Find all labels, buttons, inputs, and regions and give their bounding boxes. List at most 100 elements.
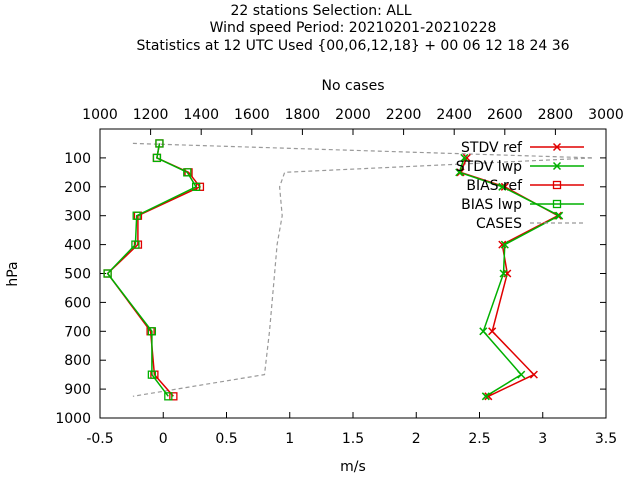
- chart-title: 22 stations Selection: ALL Wind speed Pe…: [136, 3, 569, 54]
- data-point-stdv-lwp-stroke: [499, 269, 508, 278]
- y-tick-label: 600: [64, 295, 91, 311]
- data-point-stdv-lwp: [455, 168, 464, 177]
- x2-tick-label: 2800: [538, 107, 574, 123]
- data-point-stdv-ref: [488, 327, 497, 336]
- series-line-bias-lwp: [106, 143, 198, 397]
- y-tick-label: 500: [64, 267, 91, 283]
- x2-tick-label: 2000: [335, 107, 371, 123]
- data-point-stdv-lwp-stroke: [555, 211, 564, 220]
- x-tick-label: 0.5: [215, 431, 237, 447]
- y-axis-label: hPa: [5, 261, 21, 286]
- series-layer: [103, 139, 594, 401]
- legend-label: BIAS lwp: [461, 197, 522, 213]
- series-line-cases: [132, 142, 594, 397]
- data-point-bias-lwp: [152, 153, 162, 163]
- x-tick-label: 2: [412, 431, 421, 447]
- x-axis-label: m/s: [340, 459, 366, 475]
- data-point-stdv-lwp-stroke: [498, 182, 507, 191]
- data-point-bias-lwp: [103, 269, 112, 278]
- title-line-1: 22 stations Selection: ALL: [230, 3, 411, 19]
- data-point-stdv-ref-stroke: [529, 370, 538, 379]
- plot-frame: [99, 128, 607, 419]
- y-tick-label: 300: [64, 209, 91, 225]
- x-tick-label: 3.5: [595, 431, 617, 447]
- y-tick-label: 400: [64, 238, 91, 254]
- data-point-stdv-lwp-stroke: [517, 370, 526, 379]
- title-line-3: Statistics at 12 UTC Used {00,06,12,18} …: [136, 38, 569, 54]
- x2-tick-label: 1200: [133, 107, 169, 123]
- x2-tick-label: 1800: [285, 107, 321, 123]
- legend-marker-stroke: [552, 142, 562, 152]
- data-point-bias-lwp: [191, 182, 201, 191]
- legend-marker: [552, 142, 562, 152]
- data-point-stdv-lwp: [500, 240, 509, 249]
- legend-marker: [552, 161, 562, 171]
- legend-marker: [552, 180, 562, 190]
- legend-label: BIAS ref: [466, 178, 523, 194]
- x-tick-label: 3: [538, 431, 547, 447]
- y-tick-label: 100: [64, 151, 91, 167]
- x2-tick-label: 3000: [588, 107, 624, 123]
- x2-tick-label: 2600: [487, 107, 523, 123]
- data-point-stdv-lwp: [517, 370, 526, 379]
- x2-axis-label: No cases: [322, 78, 385, 94]
- data-point-bias-lwp: [183, 168, 192, 177]
- legend-label: STDV lwp: [456, 159, 522, 175]
- data-point-bias-lwp: [147, 370, 157, 379]
- data-point-stdv-ref-stroke: [500, 182, 509, 191]
- x2-tick-label: 1600: [234, 107, 270, 123]
- data-point-bias-ref: [169, 392, 178, 401]
- data-point-stdv-ref-stroke: [462, 153, 471, 162]
- y-tick-label: 1000: [55, 411, 91, 427]
- x-tick-label: -0.5: [86, 431, 113, 447]
- legend-item-cases: CASES: [476, 216, 584, 232]
- x2-tick-label: 1400: [183, 107, 219, 123]
- series-bias-ref: [103, 139, 205, 401]
- data-point-stdv-lwp-stroke: [500, 240, 509, 249]
- legend-item-bias-ref: BIAS ref: [466, 178, 584, 194]
- data-point-stdv-lwp-stroke: [481, 392, 490, 401]
- data-point-bias-lwp: [132, 211, 141, 220]
- data-point-stdv-lwp: [499, 269, 508, 278]
- x2-tick-label: 2200: [386, 107, 422, 123]
- series-bias-lwp: [103, 139, 201, 401]
- y-tick-label: 200: [64, 180, 91, 196]
- legend: STDV ref STDV lwp BIAS ref BIAS lwp CASES: [456, 140, 584, 232]
- y-tick-label: 700: [64, 324, 91, 340]
- data-point-bias-lwp: [131, 240, 140, 249]
- axes: -0.5 0 0.5 1 1.5 2 2.5 3 3.5 1000 1200 1400 1600 1800…: [55, 107, 623, 447]
- legend-item-bias-lwp: BIAS lwp: [461, 197, 584, 213]
- data-point-stdv-lwp: [481, 392, 490, 401]
- legend-marker: [552, 199, 562, 209]
- title-line-2: Wind speed Period: 20210201-20210228: [210, 20, 497, 36]
- series-cases: [132, 142, 594, 397]
- x-tick-label: 1.5: [342, 431, 364, 447]
- data-point-stdv-lwp: [460, 153, 469, 162]
- series-stdv-lwp: [455, 153, 564, 401]
- legend-label: CASES: [476, 216, 522, 232]
- data-point-stdv-ref: [529, 370, 538, 379]
- legend-label: STDV ref: [461, 140, 523, 156]
- data-point-stdv-ref: [462, 153, 471, 162]
- data-point-stdv-lwp-stroke: [455, 168, 464, 177]
- legend-item-stdv-lwp: STDV lwp: [456, 159, 584, 175]
- data-point-bias-lwp: [164, 392, 173, 401]
- x2-tick-label: 1000: [82, 107, 118, 123]
- data-point-stdv-lwp-stroke: [460, 153, 469, 162]
- x2-tick-label: 2400: [436, 107, 472, 123]
- y-tick-label: 800: [64, 353, 91, 369]
- y-tick-label: 900: [64, 382, 91, 398]
- legend-item-stdv-ref: STDV ref: [461, 140, 584, 156]
- data-point-stdv-ref-stroke: [488, 327, 497, 336]
- data-point-stdv-lwp: [479, 327, 488, 336]
- series-line-bias-ref: [106, 143, 202, 397]
- data-point-bias-lwp: [147, 327, 157, 336]
- x-tick-label: 0: [159, 431, 168, 447]
- data-point-stdv-lwp: [498, 182, 507, 191]
- data-point-stdv-ref-stroke: [498, 240, 507, 249]
- x-tick-label: 1: [285, 431, 294, 447]
- data-point-stdv-lwp-stroke: [479, 327, 488, 336]
- legend-marker-stroke: [552, 161, 562, 171]
- data-point-stdv-lwp: [555, 211, 564, 220]
